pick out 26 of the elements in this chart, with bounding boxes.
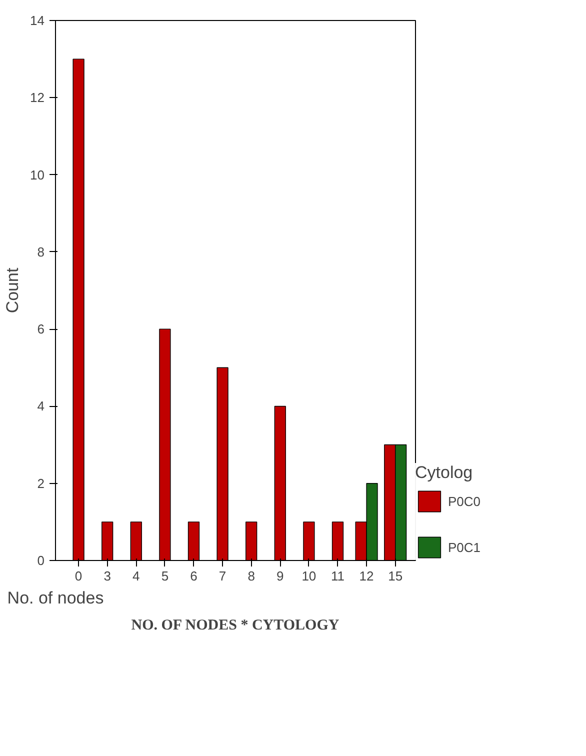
- x-tick-label: 12: [359, 568, 374, 584]
- x-tick-label: 10: [302, 568, 316, 584]
- y-tick-label: 12: [30, 90, 45, 106]
- y-tick-label: 14: [30, 13, 45, 28]
- x-tick-label: 0: [74, 568, 82, 584]
- y-tick-label: 2: [37, 476, 45, 491]
- x-tick-label: 8: [248, 568, 255, 584]
- y-tick-label: 8: [37, 244, 45, 260]
- legend-title: Cytolog: [415, 463, 474, 483]
- text: NO. OF NODES * CYTOLOGY: [131, 618, 340, 634]
- y-axis-title: Count: [3, 268, 22, 314]
- legend-label: P0C0: [448, 494, 481, 508]
- x-tick-label: 5: [161, 568, 169, 584]
- y-tick-label: 0: [37, 553, 45, 568]
- x-tick-label: 3: [104, 568, 111, 584]
- x-tick-label: 11: [330, 568, 344, 584]
- y-tick-label: 10: [30, 167, 45, 182]
- y-tick-label: 4: [37, 398, 45, 414]
- x-tick-label: 15: [388, 568, 403, 584]
- x-tick-label: 9: [276, 568, 284, 584]
- x-tick-label: 7: [218, 568, 226, 584]
- x-axis-title: No. of nodes: [7, 588, 104, 608]
- x-tick-label: 4: [132, 568, 140, 584]
- y-tick-label: 6: [37, 322, 45, 337]
- x-tick-label: 6: [190, 568, 198, 584]
- legend-label: P0C1: [448, 540, 481, 554]
